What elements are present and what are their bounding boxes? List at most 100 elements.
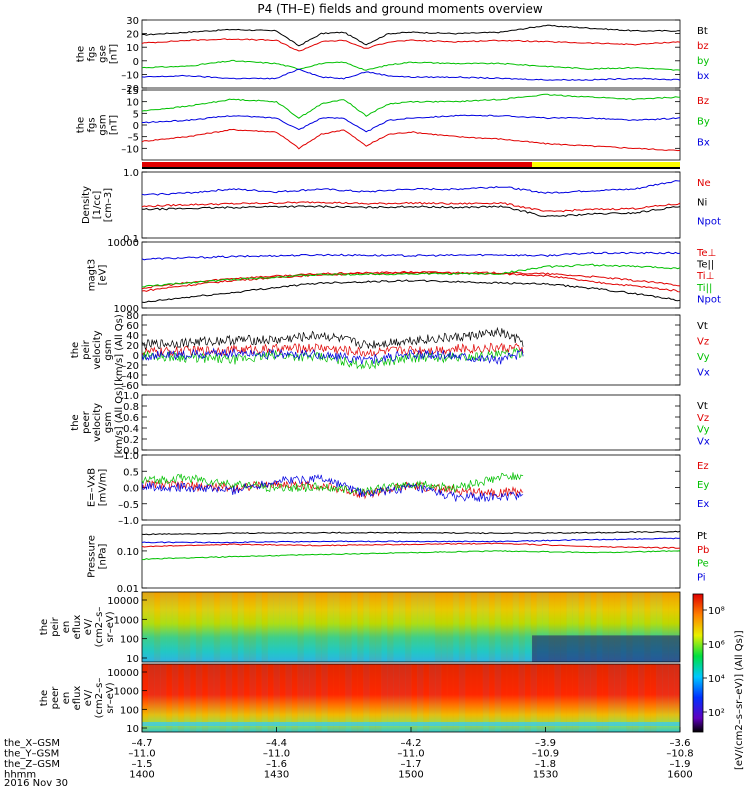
ylabel-line: Density: [81, 186, 92, 224]
spectrogram-column: [446, 664, 454, 732]
spectrogram-column: [518, 592, 526, 662]
colorbar-tick-label: 10⁴: [708, 674, 725, 685]
spectrogram-column: [171, 664, 179, 732]
x-row-label: the_Z–GSM: [4, 759, 60, 770]
spectrogram-column: [542, 592, 549, 662]
spectrogram-peir_eflux: 10000 1000 100 10 thepeirenefluxeV/(cm2–s–sr…: [39, 591, 681, 665]
panel-frame: [141, 241, 681, 309]
ylabel-line: the: [70, 414, 81, 430]
x-tick-label: –10.8: [666, 749, 693, 760]
legend-fgs_gse-0: Bt: [697, 26, 708, 37]
spectrogram-column: [333, 592, 340, 662]
spectrogram-column: [422, 664, 430, 732]
x-tick-label: 1500: [398, 770, 423, 781]
spectrogram-column: [369, 664, 376, 732]
y-tick-label: 0: [133, 121, 139, 132]
legend-peer_velocity-1: Vz: [697, 413, 709, 424]
series-pressure-0: [141, 530, 681, 536]
ylabel-line: en: [61, 621, 72, 634]
ylabel-line: peir: [50, 616, 61, 636]
spectrogram-column: [225, 664, 233, 732]
spectrogram-column: [416, 592, 424, 662]
spectrogram-column: [261, 592, 269, 662]
y-tick-label: 20: [126, 30, 139, 41]
spectrogram-column: [345, 664, 352, 732]
series-fgs_gsm-2: [142, 114, 681, 133]
spectrogram-column: [279, 592, 286, 662]
spectrogram-column: [650, 592, 657, 662]
spectrogram-column: [291, 664, 298, 732]
y-tick-label: 0.0: [123, 446, 139, 457]
spectrogram-column: [159, 592, 167, 662]
panel-frame: [141, 524, 681, 589]
y-tick-label: –20: [121, 84, 139, 95]
x-tick-label: 1400: [129, 770, 154, 781]
y-tick-label: 10000: [107, 596, 139, 607]
legend-peer_velocity-0: Vt: [697, 401, 708, 412]
ylabel-line: (cm2–s–: [94, 678, 105, 719]
ylabel-line: [nPa]: [98, 543, 109, 569]
ylabel-line: [km/s] (All Qs): [114, 314, 125, 386]
spectrogram-column: [201, 664, 209, 732]
y-tick-label: 0.6: [123, 413, 139, 424]
spectrogram-column: [644, 592, 651, 662]
legend-fgs_gse-2: by: [697, 56, 709, 67]
spectrogram-column: [177, 592, 185, 662]
y-tick-label: –5: [128, 133, 139, 144]
panel-ylabel: magt3[eV]: [87, 259, 109, 292]
spectrogram-column: [674, 592, 681, 662]
x-tick-label: –11.0: [263, 749, 290, 760]
spectrogram-column: [285, 592, 292, 662]
spectrogram-column: [303, 664, 310, 732]
ylabel-line: (cm2–s–: [94, 607, 105, 648]
panel-frame: [141, 19, 681, 89]
y-tick-label: 5: [133, 109, 139, 120]
spectrogram-column: [452, 664, 460, 732]
spectrogram-column: [237, 592, 245, 662]
legend-density-0: Ne: [697, 178, 711, 189]
spectrogram-column: [249, 664, 257, 732]
series-fgs_gse-2: [141, 59, 681, 71]
panel-frame: [141, 394, 681, 451]
legend-efield-0: Ez: [697, 461, 709, 472]
spectrogram-column: [231, 664, 239, 732]
mode-bar-slow: [532, 162, 680, 167]
panel-ylabel: thefgsgse[nT]: [76, 44, 120, 64]
panel-efield: 1.0 0.5 0.0 –0.5 –1.0 E=–VxB[mV/m] Ez Ey Ex: [87, 451, 710, 527]
y-tick-label: 10: [126, 654, 139, 665]
x-tick-label: –1.6: [266, 759, 287, 770]
ylabel-line: E=–VxB: [87, 468, 98, 507]
ylabel-line: en: [61, 692, 72, 705]
spectrogram-column: [566, 592, 573, 662]
spectrogram-column: [375, 592, 382, 662]
y-tick-label: 0.5: [123, 467, 139, 478]
y-tick-label: 10: [126, 724, 139, 735]
x-tick-label: –4.2: [401, 738, 422, 749]
spectrogram-column: [357, 592, 364, 662]
spectrogram-column: [530, 592, 538, 662]
x-tick-label: 1530: [533, 770, 558, 781]
spectrogram-lowcount-region: [532, 635, 680, 662]
ylabel-line: eV/: [83, 689, 94, 706]
spectrogram-column: [602, 592, 609, 662]
spectrogram-column: [171, 592, 179, 662]
spectrogram-column: [638, 664, 645, 732]
ylabel-line: [cm–3]: [103, 188, 114, 223]
spectrogram-column: [524, 592, 532, 662]
legend-peir_velocity-3: Vx: [697, 368, 710, 379]
spectrogram-column: [387, 592, 394, 662]
colorbar-tick-label: 10⁶: [708, 640, 725, 651]
spectrogram-column: [165, 592, 173, 662]
y-tick-label: –10: [121, 144, 139, 155]
ylabel-line: [km/s] (All Qs): [114, 387, 125, 459]
spectrogram-column: [548, 592, 555, 662]
x-tick-label: –4.4: [266, 738, 287, 749]
spectrogram-column: [614, 592, 621, 662]
spectrogram-column: [452, 592, 460, 662]
spectrogram-column: [363, 664, 370, 732]
series-density-1: [142, 205, 681, 218]
panel-ylabel: thefgsgsm[nT]: [76, 114, 120, 135]
y-tick-label: 0.10: [117, 547, 139, 558]
spectrogram-column: [159, 664, 167, 732]
